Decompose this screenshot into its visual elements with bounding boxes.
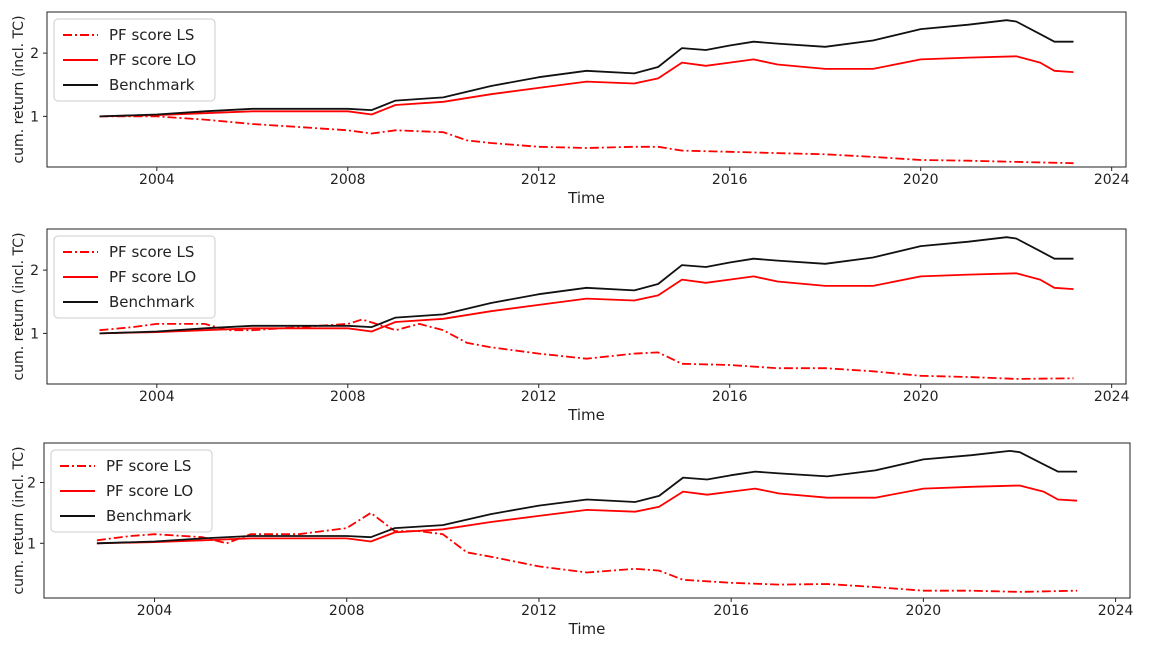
- x-tick-label: 2004: [139, 389, 175, 405]
- series-line: [96, 484, 1078, 545]
- series-line: [99, 115, 1074, 165]
- x-axis-label: Time: [568, 620, 606, 638]
- legend-label: Benchmark: [109, 293, 195, 311]
- legend-box: [53, 235, 216, 319]
- legend-label: PF score LS: [109, 243, 194, 261]
- legend-box: [53, 18, 216, 102]
- y-tick-label: 2: [30, 263, 39, 279]
- series-line: [96, 449, 1078, 545]
- x-tick-label: 2024: [1094, 172, 1130, 188]
- x-tick-label: 2004: [137, 603, 173, 619]
- x-axis-label: Time: [567, 189, 605, 207]
- y-tick-label: 1: [30, 326, 39, 342]
- y-axis-label: cum. return (incl. TC): [11, 232, 27, 380]
- series-line: [99, 272, 1074, 335]
- x-tick-label: 2020: [903, 389, 939, 405]
- y-tick-label: 2: [27, 476, 36, 492]
- legend-label: Benchmark: [109, 76, 195, 94]
- legend-label: PF score LS: [106, 457, 191, 475]
- x-tick-label: 2024: [1098, 603, 1134, 619]
- legend-label: PF score LS: [109, 26, 194, 44]
- series-line: [99, 55, 1074, 118]
- y-axis-label: cum. return (incl. TC): [11, 15, 27, 163]
- y-tick-label: 1: [27, 536, 36, 552]
- x-tick-label: 2020: [903, 172, 939, 188]
- legend-label: PF score LO: [109, 268, 196, 286]
- plot-frame: [43, 442, 1131, 599]
- x-tick-label: 2020: [906, 603, 942, 619]
- x-tick-label: 2008: [329, 603, 365, 619]
- x-tick-label: 2016: [713, 603, 749, 619]
- chart-panel-2: 2004 2008 2012 2016 2020 2024 1 2 Time cum. retur…: [11, 228, 1130, 424]
- y-tick-label: 2: [30, 46, 39, 62]
- legend-label: Benchmark: [106, 507, 192, 525]
- plot-frame: [46, 228, 1127, 385]
- x-tick-label: 2012: [521, 172, 557, 188]
- x-tick-label: 2016: [712, 389, 748, 405]
- x-tick-label: 2024: [1094, 389, 1130, 405]
- chart-panel-1: 2004 2008 2012 2016 2020 2024 1 2 Time cum. retur…: [11, 11, 1130, 207]
- x-axis-label: Time: [567, 406, 605, 424]
- y-tick-label: 1: [30, 109, 39, 125]
- legend-label: PF score LO: [109, 51, 196, 69]
- y-axis-label: cum. return (incl. TC): [11, 446, 27, 594]
- x-tick-label: 2012: [521, 389, 557, 405]
- x-tick-label: 2008: [330, 389, 366, 405]
- x-tick-label: 2004: [139, 172, 175, 188]
- x-tick-label: 2008: [330, 172, 366, 188]
- chart-panel-3: 2004 2008 2012 2016 2020 2024 1 2 Time cum. retur…: [11, 442, 1134, 638]
- series-line: [96, 512, 1078, 593]
- x-tick-label: 2012: [521, 603, 557, 619]
- plot-frame: [46, 11, 1127, 168]
- legend-label: PF score LO: [106, 482, 193, 500]
- x-tick-label: 2016: [712, 172, 748, 188]
- legend-box: [50, 449, 213, 533]
- series-line: [99, 19, 1074, 118]
- series-line: [99, 236, 1074, 335]
- series-line: [99, 318, 1074, 380]
